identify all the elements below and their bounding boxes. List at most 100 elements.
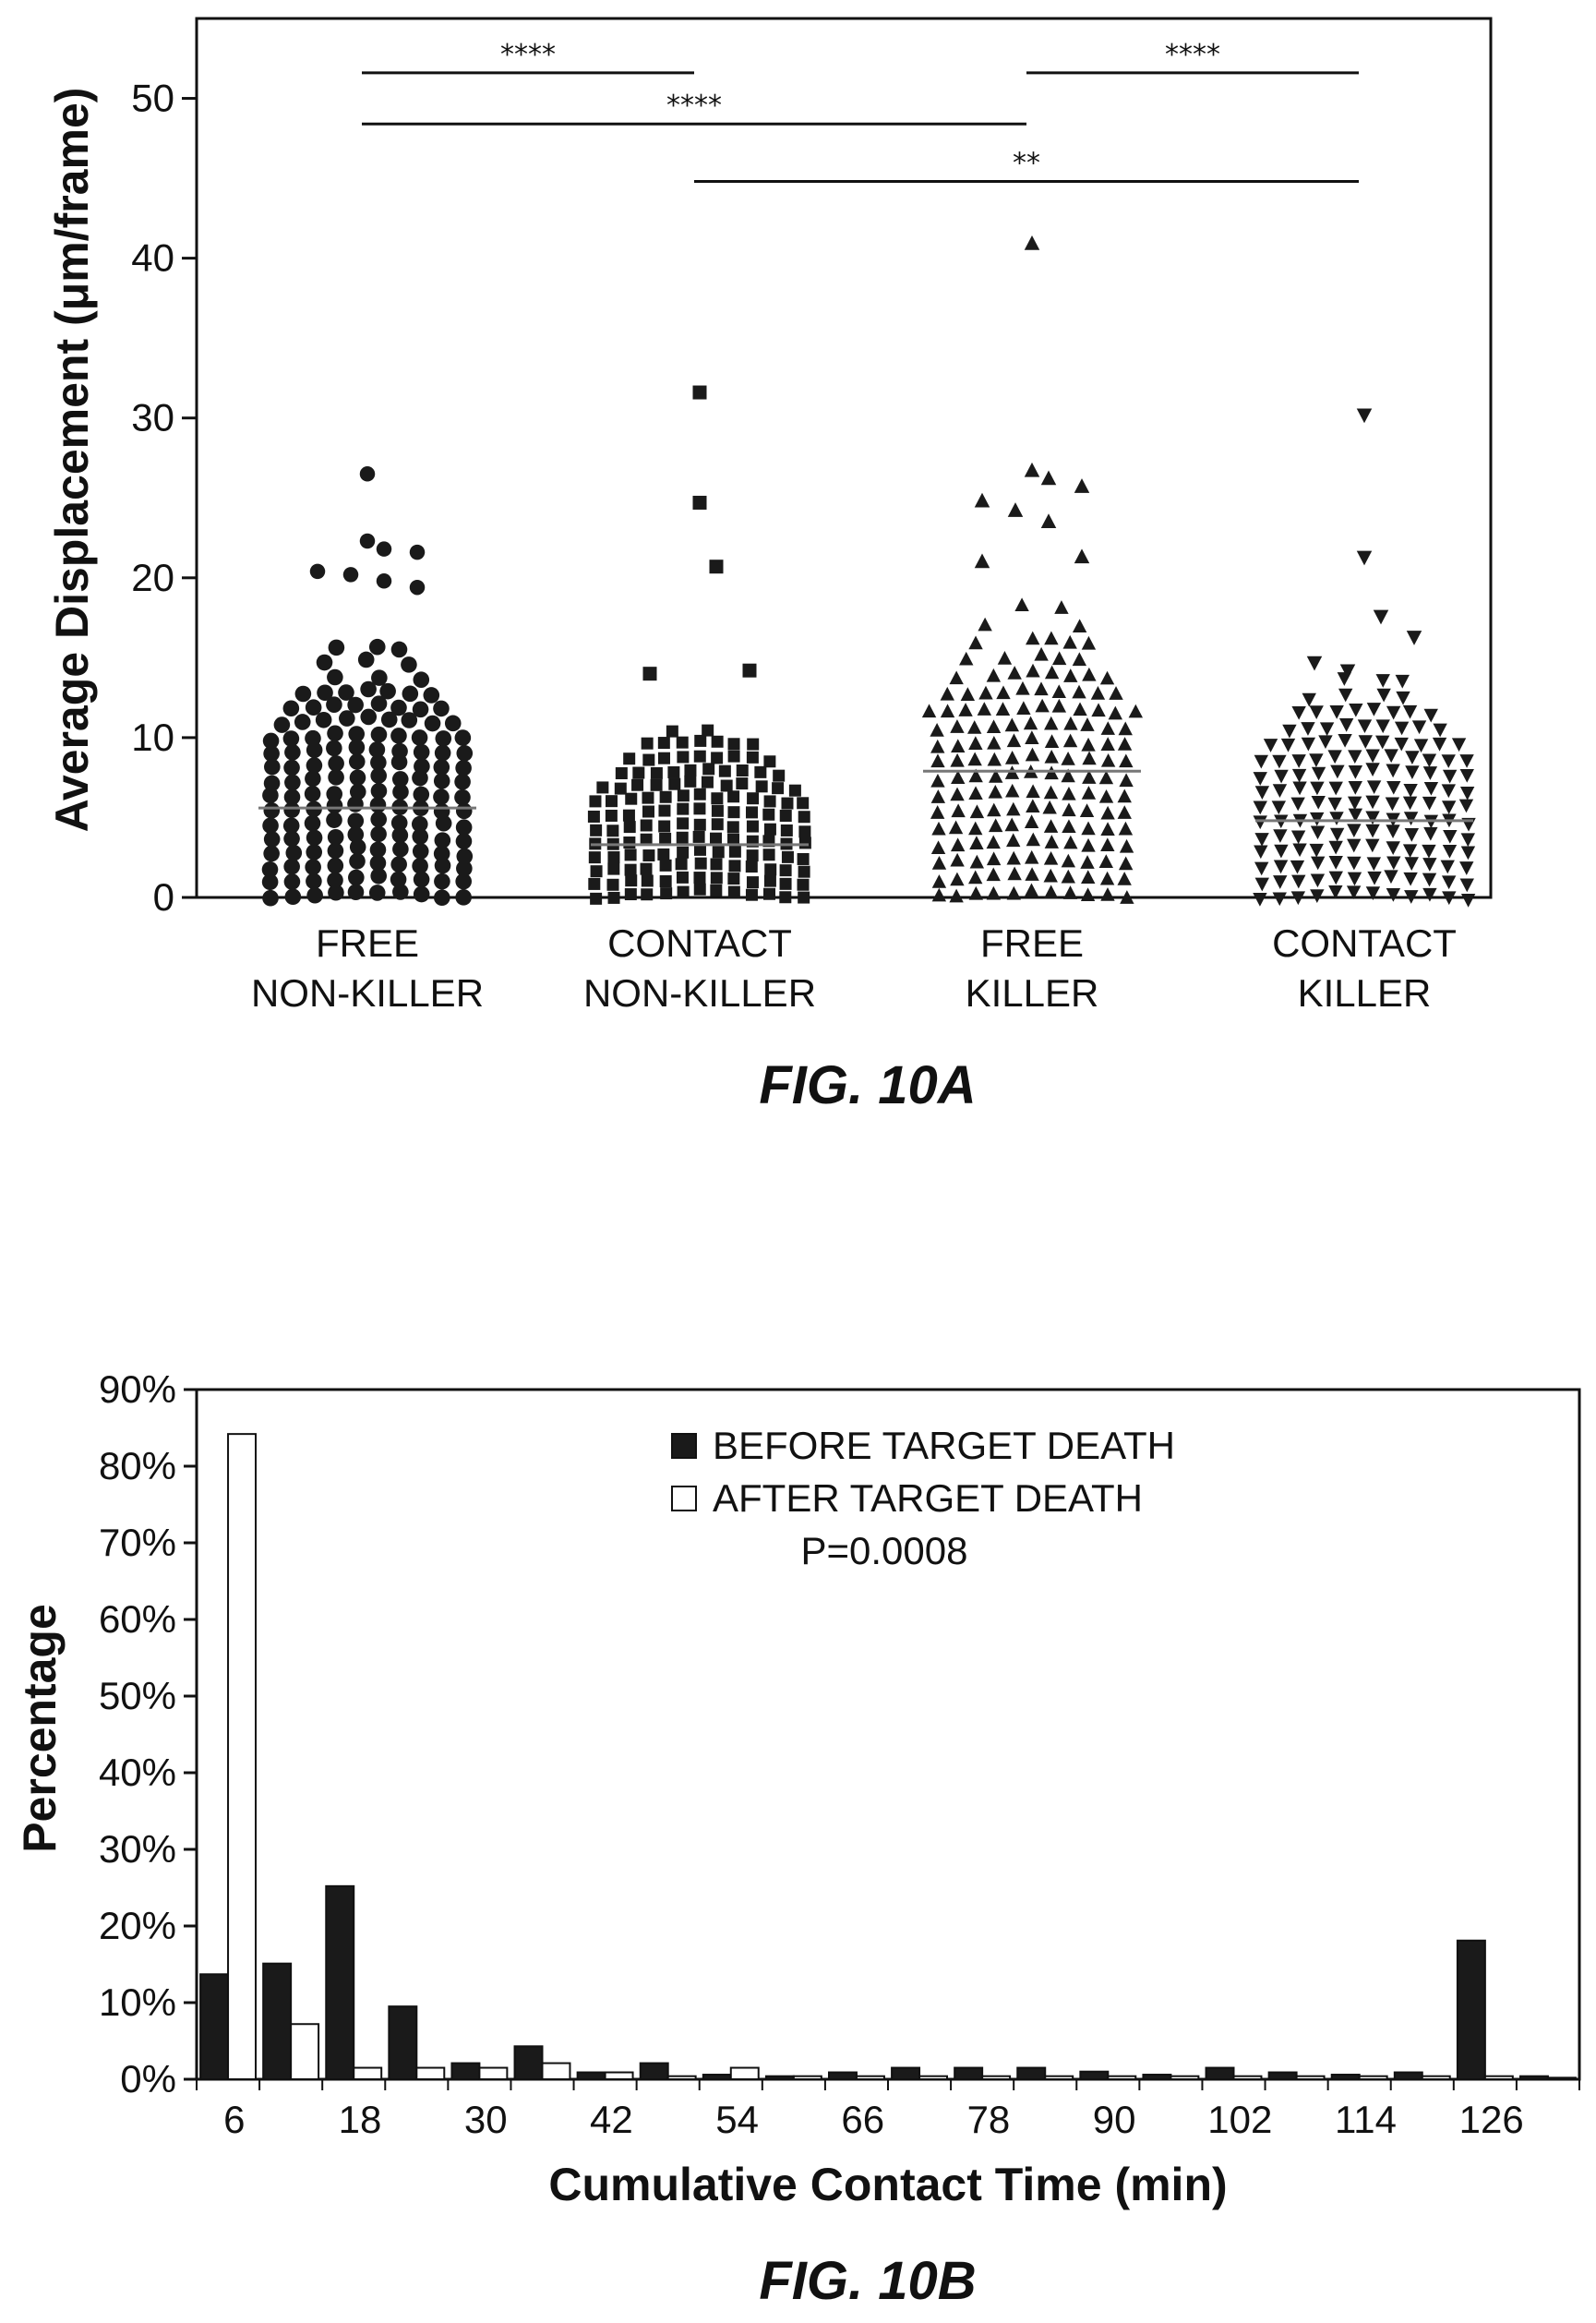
y-tick-label: 10 bbox=[131, 716, 174, 759]
data-point bbox=[746, 820, 759, 833]
data-point bbox=[712, 846, 725, 859]
data-point bbox=[727, 833, 740, 846]
data-point bbox=[1271, 800, 1287, 815]
data-point bbox=[1081, 635, 1097, 650]
data-point bbox=[1034, 646, 1049, 661]
data-point bbox=[1441, 754, 1456, 768]
data-point bbox=[1328, 871, 1343, 885]
bar-after-target-death bbox=[604, 2071, 634, 2081]
data-point bbox=[1402, 796, 1418, 811]
data-point bbox=[1024, 814, 1039, 828]
data-point bbox=[1120, 890, 1134, 904]
data-point bbox=[1117, 872, 1132, 885]
data-point bbox=[692, 385, 707, 400]
data-point bbox=[1073, 702, 1087, 716]
data-point bbox=[1099, 670, 1115, 685]
data-point bbox=[1026, 663, 1040, 678]
data-point bbox=[1422, 796, 1437, 811]
data-point bbox=[797, 852, 810, 865]
data-point bbox=[736, 764, 749, 776]
data-point bbox=[659, 859, 672, 872]
panel-b-figure-caption: FIG. 10B bbox=[759, 2251, 976, 2311]
data-point bbox=[1063, 835, 1078, 849]
data-point bbox=[1128, 704, 1144, 718]
data-point bbox=[349, 852, 366, 870]
data-point bbox=[282, 700, 300, 717]
bar-after-target-death bbox=[290, 2023, 320, 2080]
panel-b-legend: BEFORE TARGET DEATH AFTER TARGET DEATH P… bbox=[671, 1424, 1175, 1572]
bar-after-target-death bbox=[918, 2075, 949, 2080]
data-point bbox=[1273, 829, 1288, 843]
data-point bbox=[650, 766, 663, 779]
data-point bbox=[996, 685, 1011, 700]
x-tick-label: 126 bbox=[1459, 2098, 1524, 2141]
data-point bbox=[615, 767, 628, 780]
data-point bbox=[357, 651, 375, 668]
data-point bbox=[1365, 886, 1381, 900]
x-tick-label: 90 bbox=[1093, 2098, 1136, 2141]
data-point bbox=[1413, 739, 1429, 753]
data-point bbox=[1365, 749, 1380, 764]
data-point bbox=[1007, 666, 1022, 680]
panel-a-y-axis: 0 10 20 30 40 50 bbox=[131, 77, 197, 919]
data-point bbox=[370, 811, 388, 828]
data-point bbox=[1394, 721, 1410, 736]
data-point bbox=[360, 708, 378, 726]
data-point bbox=[948, 820, 964, 835]
data-point bbox=[1311, 795, 1326, 810]
data-point bbox=[951, 770, 966, 785]
panel-a-mean-lines bbox=[258, 769, 1473, 847]
data-point bbox=[1347, 796, 1362, 811]
data-point bbox=[1280, 738, 1296, 752]
data-point bbox=[1044, 631, 1059, 645]
data-point bbox=[969, 854, 985, 869]
data-point bbox=[1043, 850, 1059, 865]
data-point bbox=[1442, 769, 1458, 784]
data-point bbox=[1006, 885, 1022, 900]
data-point bbox=[1024, 462, 1040, 477]
data-point bbox=[263, 845, 280, 862]
data-point bbox=[1365, 763, 1380, 777]
data-point bbox=[1098, 788, 1114, 803]
data-point bbox=[1119, 753, 1134, 768]
data-point bbox=[1309, 843, 1324, 858]
data-point bbox=[1098, 854, 1114, 868]
data-point bbox=[328, 755, 344, 772]
data-point bbox=[940, 686, 954, 701]
bar-before-target-death bbox=[325, 1884, 355, 2080]
data-point bbox=[390, 728, 407, 744]
data-point bbox=[798, 865, 810, 878]
data-point bbox=[1025, 849, 1039, 864]
data-point bbox=[262, 787, 279, 804]
data-point bbox=[1034, 681, 1049, 696]
data-point bbox=[676, 736, 689, 749]
data-point bbox=[1348, 808, 1363, 823]
y-tick-label: 50 bbox=[131, 77, 174, 120]
data-point bbox=[987, 735, 1002, 750]
data-point bbox=[694, 734, 707, 747]
data-point bbox=[306, 829, 323, 847]
data-point bbox=[1004, 717, 1020, 732]
data-point bbox=[1309, 753, 1324, 767]
data-point bbox=[1007, 502, 1024, 517]
data-point bbox=[368, 638, 386, 656]
data-point bbox=[1405, 765, 1420, 779]
data-point bbox=[968, 870, 983, 885]
data-point bbox=[1460, 833, 1475, 848]
data-point bbox=[587, 810, 600, 823]
data-point bbox=[930, 739, 945, 753]
data-point bbox=[1026, 832, 1040, 847]
data-point bbox=[779, 864, 792, 877]
data-point bbox=[1254, 754, 1269, 769]
data-point bbox=[1081, 737, 1096, 752]
data-point bbox=[978, 685, 993, 700]
bar-after-target-death bbox=[729, 2066, 760, 2081]
data-point bbox=[305, 729, 321, 747]
data-point bbox=[605, 795, 618, 808]
data-point bbox=[1442, 891, 1457, 906]
data-point bbox=[1072, 684, 1086, 699]
data-point bbox=[1117, 737, 1133, 751]
data-point bbox=[763, 887, 776, 900]
data-point bbox=[1082, 751, 1097, 765]
data-point bbox=[370, 867, 388, 885]
